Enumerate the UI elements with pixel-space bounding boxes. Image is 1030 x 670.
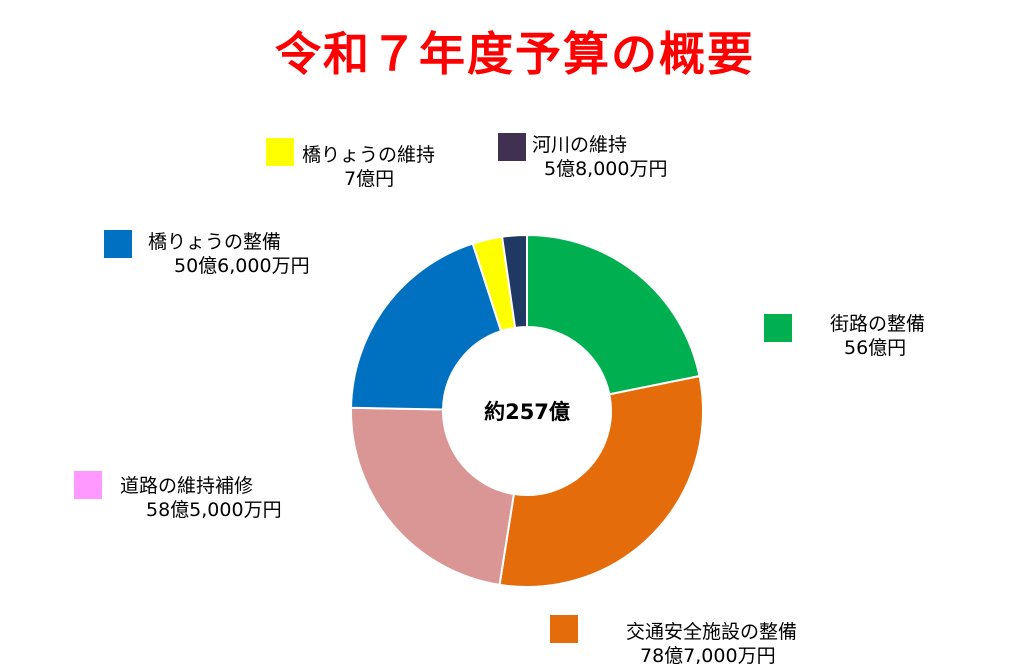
legend-swatch-street (764, 314, 792, 342)
chart-title: 令和７年度予算の概要 (275, 27, 755, 81)
donut-slice-1 (498, 374, 704, 588)
legend-value-bridge-maintenance: 7億円 (344, 168, 395, 190)
legend-value-traffic: 78億7,000万円 (640, 645, 776, 667)
legend-swatch-bridge-maintenance (266, 138, 294, 166)
donut-slice-2 (350, 406, 516, 586)
legend-swatch-bridge-build (104, 230, 132, 258)
legend-label-river: 河川の維持 (532, 134, 628, 156)
legend-swatch-traffic (550, 615, 578, 643)
legend-label-traffic: 交通安全施設の整備 (626, 621, 798, 643)
donut-center-label: 約257億 (484, 400, 570, 424)
donut-slice-0 (526, 233, 701, 396)
donut-slice-3 (350, 242, 503, 411)
legend-value-river: 5億8,000万円 (544, 158, 668, 180)
legend-value-road-maintenance: 58億5,000万円 (146, 499, 282, 521)
legend-value-bridge-build: 50億6,000万円 (174, 255, 310, 277)
legend-label-bridge-maintenance: 橋りょうの維持 (302, 144, 436, 166)
legend-label-road-maintenance: 道路の維持補修 (120, 475, 254, 497)
donut-slice-5 (500, 233, 528, 329)
legend-label-street: 街路の整備 (830, 313, 926, 335)
legend-value-street: 56億円 (844, 337, 907, 359)
legend-swatch-road-maintenance (74, 471, 102, 499)
legend-label-bridge-build: 橋りょうの整備 (148, 231, 282, 253)
legend-swatch-river (498, 133, 526, 161)
